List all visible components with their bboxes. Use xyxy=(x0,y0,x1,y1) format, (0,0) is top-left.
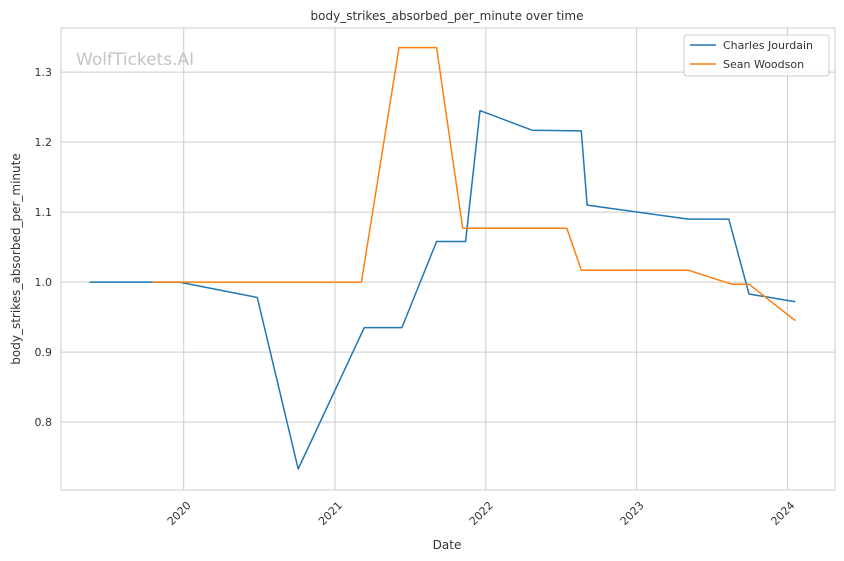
x-tick-label: 2023 xyxy=(618,499,647,528)
x-tick-label: 2020 xyxy=(165,499,194,528)
x-tick-label: 2022 xyxy=(467,499,496,528)
series-lines xyxy=(89,46,796,470)
y-axis-label: body_strikes_absorbed_per_minute xyxy=(9,153,23,364)
y-tick-label: 1.2 xyxy=(35,136,53,149)
series-line-0 xyxy=(89,109,796,470)
y-tick-label: 0.9 xyxy=(35,346,53,359)
y-tick-label: 0.8 xyxy=(35,416,53,429)
watermark: WolfTickets.AI xyxy=(76,50,194,70)
x-axis-ticks: 2020 2021 2022 2023 2024 xyxy=(165,499,798,528)
x-axis-label: Date xyxy=(433,538,462,552)
legend: Charles Jourdain Sean Woodson xyxy=(683,34,830,77)
x-tick-label: 2021 xyxy=(316,499,345,528)
y-tick-label: 1.1 xyxy=(35,206,53,219)
x-tick-label: 2024 xyxy=(769,499,798,528)
legend-label: Sean Woodson xyxy=(723,58,804,71)
y-tick-label: 1.0 xyxy=(35,276,53,289)
y-tick-label: 1.3 xyxy=(35,66,53,79)
chart-title: body_strikes_absorbed_per_minute over ti… xyxy=(311,9,584,23)
plot-background xyxy=(61,28,835,490)
plot-frame xyxy=(60,27,836,491)
legend-label: Charles Jourdain xyxy=(723,39,813,52)
series-line-1 xyxy=(152,46,796,322)
legend-box xyxy=(683,34,830,77)
y-axis-ticks: 0.8 0.9 1.0 1.1 1.2 1.3 xyxy=(35,66,53,429)
